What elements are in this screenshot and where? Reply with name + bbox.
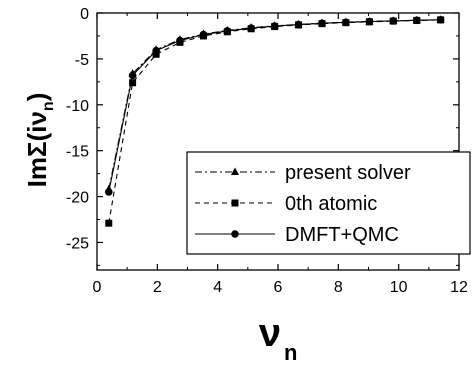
y-tick-label: -15 <box>66 144 89 161</box>
legend-entry: 0th atomic <box>195 193 377 215</box>
y-tick-label: -25 <box>66 235 89 252</box>
legend-label: present solver <box>285 162 411 184</box>
legend-group: present solver 0th atomic DMFT+QMC <box>186 151 471 255</box>
legend-entry: present solver <box>195 162 411 184</box>
data-point <box>412 16 421 25</box>
x-tick-label: 0 <box>93 279 102 296</box>
x-tick-label: 8 <box>334 279 343 296</box>
data-point <box>176 36 184 45</box>
data-point <box>199 30 208 39</box>
data-point <box>105 219 113 227</box>
y-tick-label: 0 <box>80 6 89 23</box>
y-axis-label-text: ImΣ(iνn) <box>22 93 57 188</box>
y-axis-label-main: ImΣ(iν <box>22 111 52 187</box>
data-point <box>104 188 113 196</box>
data-point <box>389 17 398 25</box>
x-tick-label: 6 <box>274 279 283 296</box>
data-point <box>129 79 137 87</box>
data-point <box>342 18 350 27</box>
data-point <box>365 17 374 26</box>
x-axis-label: ν <box>259 311 281 355</box>
x-axis-label-subscript: n <box>284 340 297 365</box>
legend-marker <box>231 199 239 207</box>
series-2 <box>104 15 445 196</box>
y-axis-label-subscript: n <box>40 101 57 111</box>
data-point <box>270 22 279 30</box>
data-point <box>294 20 303 29</box>
y-tick-label: -5 <box>75 52 89 69</box>
data-point <box>318 19 326 28</box>
y-tick-label: -20 <box>66 190 89 207</box>
x-tick-label: 10 <box>390 279 408 296</box>
legend-label: 0th atomic <box>285 193 377 215</box>
y-axis-label-close: ) <box>22 93 52 102</box>
ticks-group: 0 2 4 6 8 10 12 0 -5 -10 -15 -20 -25 <box>66 6 468 296</box>
legend-entry: DMFT+QMC <box>195 224 399 246</box>
data-point <box>247 24 255 32</box>
legend-label: DMFT+QMC <box>285 224 399 246</box>
x-tick-label: 2 <box>153 279 162 296</box>
data-point <box>128 71 137 80</box>
data-point <box>152 46 160 55</box>
x-tick-label: 12 <box>450 279 468 296</box>
legend-marker <box>231 230 239 238</box>
legend-marker <box>231 167 239 175</box>
data-point <box>436 15 445 24</box>
series-group <box>104 15 445 227</box>
x-tick-label: 4 <box>213 279 222 296</box>
data-point <box>223 27 232 35</box>
y-axis-label: ImΣ(iνn) <box>22 93 57 188</box>
y-tick-label: -10 <box>66 98 89 115</box>
